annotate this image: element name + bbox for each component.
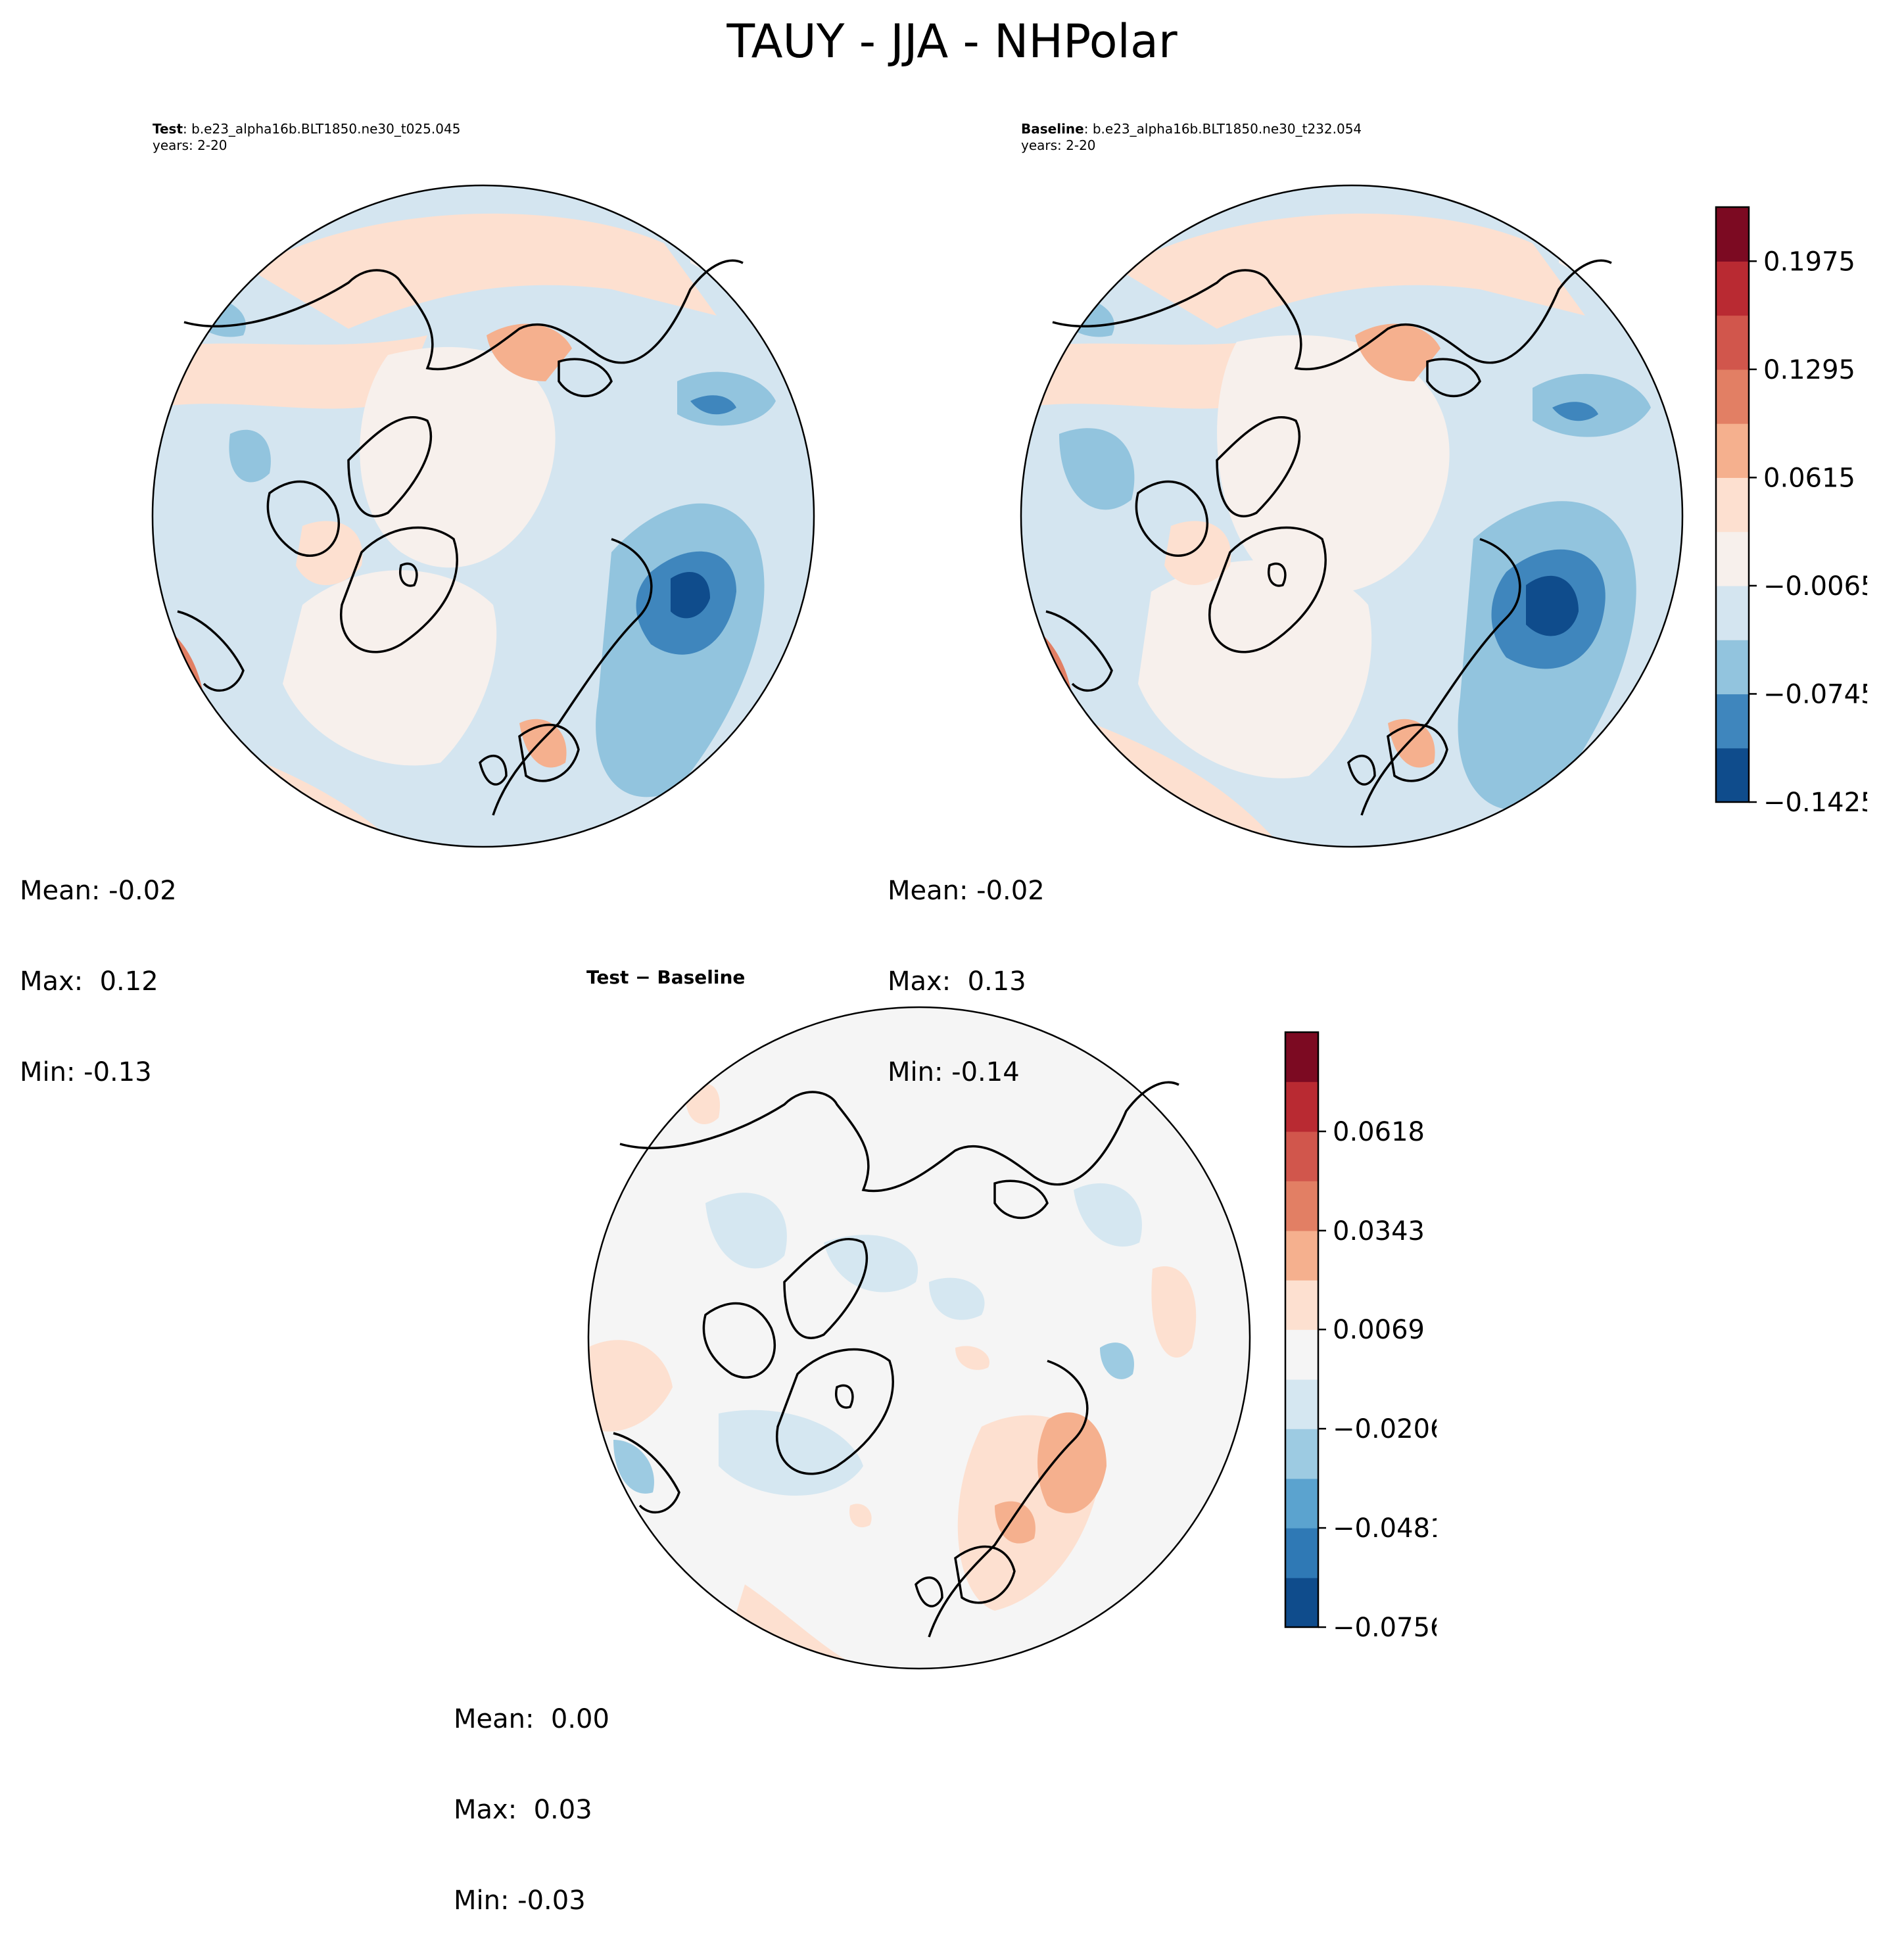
difference-colorbar-color-band [1285,1528,1318,1578]
test-baseline-colorbar-color-band [1716,369,1749,424]
test-baseline-colorbar-tick-label: 0.0615 [1763,463,1855,493]
baseline-stat-max: Max: 0.13 [888,966,1026,997]
test-baseline-colorbar-color-band [1716,261,1749,316]
test-panel-header: Test: b.e23_alpha16b.BLT1850.ne30_t025.0… [153,121,461,153]
test-baseline-colorbar-tick-label: 0.1295 [1763,355,1855,385]
baseline-panel-header: Baseline: b.e23_alpha16b.BLT1850.ne30_t2… [1021,121,1362,153]
test-baseline-colorbar-color-band [1716,207,1749,262]
figure-title: TAUY - JJA - NHPolar [726,14,1178,68]
difference-colorbar: −0.0756 −0.0481 −0.0206 0.0069 0.0343 0.0618 [1284,1031,1437,1640]
difference-colorbar-color-band [1285,1081,1318,1132]
difference-panel-title: Test − Baseline [586,966,746,988]
test-stats: Mean: -0.02 Max: 0.12 Min: -0.13 [20,815,177,1118]
difference-colorbar-color-band [1285,1032,1318,1082]
test-baseline-colorbar-color-band [1716,531,1749,586]
baseline-case-name: b.e23_alpha16b.BLT1850.ne30_t232.054 [1092,121,1362,137]
difference-colorbar-tick-label: 0.0343 [1333,1216,1425,1246]
test-baseline-colorbar-color-band [1716,315,1749,370]
difference-colorbar-tick-label: 0.0069 [1333,1315,1425,1345]
difference-colorbar-color-band [1285,1478,1318,1529]
test-baseline-colorbar-color-band [1716,585,1749,640]
difference-colorbar-color-band [1285,1230,1318,1281]
difference-stats: Mean: 0.00 Max: 0.03 Min: -0.03 [454,1644,609,1946]
test-case-name: b.e23_alpha16b.BLT1850.ne30_t025.045 [191,121,461,137]
test-baseline-colorbar-frame [1715,206,1750,803]
difference-colorbar-tick-label: −0.0206 [1333,1414,1437,1444]
test-polar-map [151,184,815,848]
difference-stat-max: Max: 0.03 [454,1795,592,1825]
test-baseline-colorbar-color-band [1716,694,1749,749]
baseline-years: years: 2-20 [1021,137,1096,153]
difference-colorbar-tick-label: −0.0756 [1333,1613,1437,1640]
test-baseline-colorbar-color-band [1716,477,1749,533]
difference-colorbar-tick-label: −0.0481 [1333,1513,1437,1544]
test-baseline-colorbar-color-band [1716,748,1749,803]
test-stat-mean: Mean: -0.02 [20,876,177,906]
test-baseline-colorbar-tick-label: 0.1975 [1763,247,1855,277]
difference-colorbar-color-band [1285,1577,1318,1628]
baseline-label: Baseline [1021,121,1084,137]
difference-stat-mean: Mean: 0.00 [454,1704,609,1734]
test-years: years: 2-20 [153,137,227,153]
baseline-stat-mean: Mean: -0.02 [888,876,1045,906]
test-baseline-colorbar-color-band [1716,423,1749,478]
difference-stat-min: Min: -0.03 [454,1886,586,1916]
test-stat-max: Max: 0.12 [20,966,158,997]
difference-colorbar-color-band [1285,1329,1318,1380]
test-stat-min: Min: -0.13 [20,1057,152,1087]
difference-colorbar-color-band [1285,1379,1318,1429]
difference-colorbar-tick-label: 0.0618 [1333,1117,1425,1147]
test-label: Test [153,121,183,137]
test-baseline-colorbar-color-band [1716,640,1749,695]
test-baseline-colorbar-tick-label: −0.0065 [1763,571,1867,602]
baseline-polar-map [1020,184,1684,848]
baseline-stat-min: Min: -0.14 [888,1057,1020,1087]
baseline-stats: Mean: -0.02 Max: 0.13 Min: -0.14 [888,815,1045,1118]
difference-colorbar-color-band [1285,1429,1318,1479]
difference-colorbar-color-band [1285,1131,1318,1181]
difference-polar-map [587,1006,1251,1670]
test-baseline-colorbar: −0.1425 −0.0745 −0.0065 0.0615 0.1295 0.1975 [1715,206,1867,815]
test-baseline-colorbar-tick-label: −0.1425 [1763,788,1867,815]
difference-colorbar-color-band [1285,1280,1318,1330]
difference-colorbar-color-band [1285,1181,1318,1231]
test-baseline-colorbar-tick-label: −0.0745 [1763,679,1867,709]
